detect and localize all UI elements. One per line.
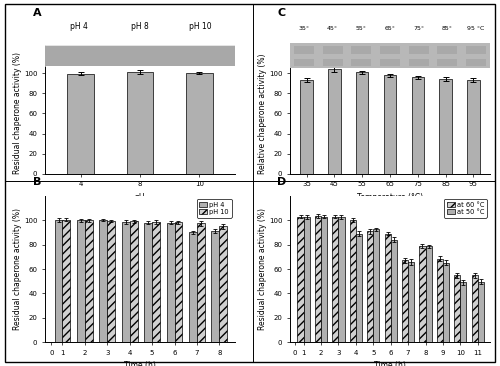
Bar xyxy=(350,220,356,342)
Bar xyxy=(356,234,362,342)
Bar xyxy=(294,46,314,54)
Bar xyxy=(315,216,321,342)
Y-axis label: Residual chaperone activity (%): Residual chaperone activity (%) xyxy=(14,208,22,330)
Bar xyxy=(380,59,400,66)
Bar xyxy=(408,59,428,66)
Text: 85°: 85° xyxy=(442,26,453,31)
Bar xyxy=(420,246,426,342)
Bar xyxy=(390,240,397,342)
Bar xyxy=(322,59,342,66)
Bar xyxy=(54,220,62,342)
X-axis label: Time (h): Time (h) xyxy=(124,361,156,366)
Bar xyxy=(332,217,338,342)
Bar xyxy=(374,229,380,342)
Bar xyxy=(186,73,212,174)
Bar xyxy=(408,262,414,342)
Bar xyxy=(384,234,390,342)
Bar xyxy=(437,259,443,342)
Bar xyxy=(298,217,304,342)
Bar xyxy=(380,46,400,54)
Bar xyxy=(454,275,460,342)
Bar xyxy=(220,226,227,342)
Text: pH 10: pH 10 xyxy=(190,22,212,31)
Bar xyxy=(328,69,340,174)
Legend: pH 4, pH 10: pH 4, pH 10 xyxy=(196,199,232,218)
Legend: at 60 °C, at 50 °C: at 60 °C, at 50 °C xyxy=(444,199,486,218)
Text: 55°: 55° xyxy=(356,26,367,31)
Text: 65°: 65° xyxy=(384,26,396,31)
Bar xyxy=(402,261,408,342)
Bar xyxy=(62,220,70,342)
Bar xyxy=(478,282,484,342)
X-axis label: Time (h): Time (h) xyxy=(374,361,406,366)
Bar xyxy=(174,222,182,342)
Text: 35°: 35° xyxy=(298,26,310,31)
Bar xyxy=(466,46,486,54)
Text: 95 °C: 95 °C xyxy=(468,26,484,31)
X-axis label: Temperature (°C): Temperature (°C) xyxy=(357,193,423,202)
Bar xyxy=(352,46,372,54)
Bar xyxy=(304,217,310,342)
Text: B: B xyxy=(32,177,41,187)
Bar xyxy=(408,46,428,54)
Bar xyxy=(108,221,115,342)
Bar xyxy=(338,217,344,342)
Bar xyxy=(45,45,235,66)
Bar xyxy=(294,59,314,66)
Bar xyxy=(126,72,154,174)
Bar xyxy=(166,223,174,342)
Bar xyxy=(152,222,160,342)
Bar xyxy=(290,43,490,68)
Bar xyxy=(300,80,313,174)
Bar xyxy=(130,221,138,342)
Bar xyxy=(189,232,197,342)
Bar xyxy=(466,59,486,66)
Bar xyxy=(321,217,327,342)
Bar xyxy=(352,59,372,66)
Bar xyxy=(144,223,152,342)
Bar xyxy=(122,222,130,342)
Bar xyxy=(472,275,478,342)
Text: pH 4: pH 4 xyxy=(70,22,88,31)
Text: C: C xyxy=(278,8,285,18)
Bar xyxy=(460,283,466,342)
Bar xyxy=(85,220,92,342)
Bar xyxy=(100,220,108,342)
Bar xyxy=(197,223,205,342)
Bar xyxy=(356,72,368,174)
Bar xyxy=(412,77,424,174)
Text: D: D xyxy=(278,177,287,187)
Text: 45°: 45° xyxy=(327,26,338,31)
Text: 75°: 75° xyxy=(413,26,424,31)
Bar xyxy=(467,80,479,174)
Y-axis label: Residual chaperone activity (%): Residual chaperone activity (%) xyxy=(258,208,268,330)
Y-axis label: Relative chaperone activity (%): Relative chaperone activity (%) xyxy=(258,53,268,174)
Bar xyxy=(322,46,342,54)
Bar xyxy=(68,74,94,174)
Bar xyxy=(77,220,85,342)
Text: pH 8: pH 8 xyxy=(131,22,149,31)
Bar xyxy=(212,231,220,342)
Y-axis label: Residual chaperone activity (%): Residual chaperone activity (%) xyxy=(14,52,22,175)
Bar xyxy=(384,75,396,174)
X-axis label: pH: pH xyxy=(134,193,145,202)
Bar xyxy=(443,263,449,342)
Bar xyxy=(426,246,432,342)
Bar xyxy=(440,79,452,174)
Bar xyxy=(438,46,458,54)
Bar xyxy=(367,231,374,342)
Bar xyxy=(438,59,458,66)
Text: A: A xyxy=(32,8,41,18)
